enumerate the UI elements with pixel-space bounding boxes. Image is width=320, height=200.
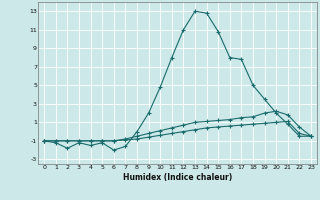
X-axis label: Humidex (Indice chaleur): Humidex (Indice chaleur) xyxy=(123,173,232,182)
